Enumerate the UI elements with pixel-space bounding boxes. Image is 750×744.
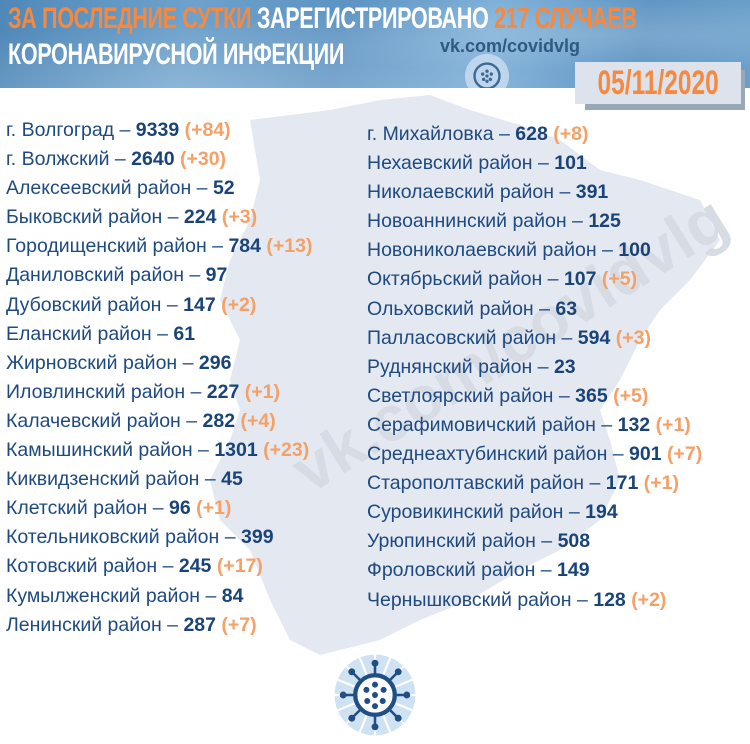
list-item: Урюпинский район – 508 — [367, 530, 591, 553]
list-item: Николаевский район – 391 — [367, 181, 609, 204]
list-item: Котельниковский район – 399 — [6, 526, 274, 549]
list-item: Чернышковский район – 128 (+2) — [367, 588, 667, 611]
list-item: Даниловский район – 97 — [6, 264, 228, 287]
headline-part1: ЗА ПОСЛЕДНИЕ СУТКИ — [8, 2, 252, 35]
virus-icon — [334, 654, 416, 736]
list-item: Быковский район – 224 (+3) — [6, 206, 258, 229]
list-item: Киквидзенский район – 45 — [6, 468, 243, 491]
date-badge: 05/11/2020 — [575, 62, 741, 104]
list-item: Суровикинский район – 194 — [367, 501, 618, 524]
headline-line2: КОРОНАВИРУСНОЙ ИНФЕКЦИИ — [8, 38, 345, 71]
header-banner: ЗА ПОСЛЕДНИЕ СУТКИ ЗАРЕГИСТРИРОВАНО 217 … — [0, 0, 750, 88]
list-item: Новоаннинский район – 125 — [367, 210, 621, 233]
region-map-silhouette: vk.com/covidvlg — [210, 95, 740, 655]
date-text: 05/11/2020 — [597, 63, 719, 102]
list-item: Алексеевский район – 52 — [6, 177, 235, 200]
list-item: Еланский район – 61 — [6, 322, 196, 345]
list-item: Кумылженский район – 84 — [6, 584, 244, 607]
list-item: Ольховский район – 63 — [367, 297, 578, 320]
list-item: Руднянский район – 23 — [367, 355, 576, 378]
list-item: Жирновский район – 296 — [6, 351, 232, 374]
list-item: Серафимовичский район – 132 (+1) — [367, 413, 691, 436]
list-item: Камышинский район – 1301 (+23) — [6, 439, 310, 462]
list-item: Калачевский район – 282 (+4) — [6, 409, 276, 432]
list-item: Городищенский район – 784 (+13) — [6, 235, 313, 258]
list-item: г. Волгоград – 9339 (+84) — [6, 119, 231, 141]
virus-icon — [464, 53, 510, 88]
list-item: Клетский район – 96 (+1) — [6, 497, 232, 520]
list-item: Дубовский район – 147 (+2) — [6, 293, 257, 316]
list-item: Котовский район – 245 (+17) — [6, 555, 263, 578]
list-item: Фроловский район – 149 — [367, 559, 590, 582]
district-list-right: г. Михайловка – 628 (+8) Нехаевский райо… — [367, 121, 702, 616]
list-item: Нехаевский район – 101 — [367, 152, 587, 175]
list-item: Иловлинский район – 227 (+1) — [6, 380, 280, 403]
list-item: г. Волжский – 2640 (+30) — [6, 148, 227, 171]
source-link[interactable]: vk.com/covidvlg — [440, 36, 581, 56]
list-item: г. Михайловка – 628 (+8) — [367, 123, 589, 145]
list-item: Старополтавский район – 171 (+1) — [367, 472, 679, 495]
list-item: Ленинский район – 287 (+7) — [6, 613, 257, 636]
list-item: Октябрьский район – 107 (+5) — [367, 268, 638, 291]
headline-line1: ЗА ПОСЛЕДНИЕ СУТКИ ЗАРЕГИСТРИРОВАНО 217 … — [8, 2, 637, 36]
district-list-left: г. Волгоград – 9339 (+84) г. Волжский – … — [6, 117, 313, 641]
list-item: Светлоярский район – 365 (+5) — [367, 384, 649, 407]
headline-part3: 217 СЛУЧАЕВ — [494, 2, 637, 35]
list-item: Среднеахтубинский район – 901 (+7) — [367, 443, 703, 466]
headline-part2: ЗАРЕГИСТРИРОВАНО — [256, 2, 489, 35]
list-item: Палласовский район – 594 (+3) — [367, 326, 651, 349]
list-item: Новониколаевский район – 100 — [367, 239, 651, 262]
